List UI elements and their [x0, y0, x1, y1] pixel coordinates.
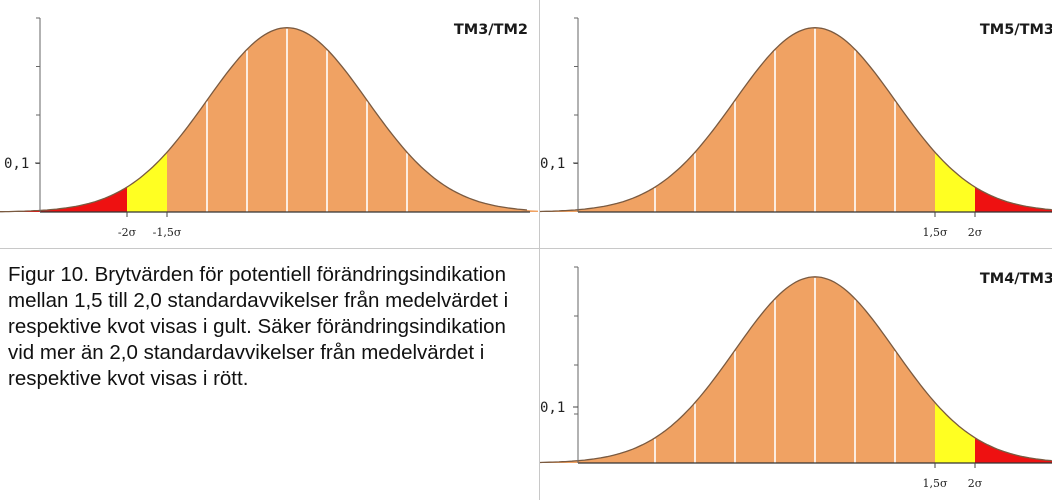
chart-title: TM5/TM3	[980, 22, 1052, 38]
chart-title: TM3/TM2	[454, 22, 528, 38]
warning-band-area	[127, 152, 167, 212]
panel-divider-vertical-top	[539, 0, 540, 248]
distribution-curve	[0, 27, 528, 213]
distribution-curve	[495, 276, 1052, 464]
alert-band-area	[975, 187, 1052, 212]
x-tick-label: 1,5σ	[922, 226, 947, 239]
y-tick-label: 0,1	[540, 400, 565, 416]
x-tick-label: 1,5σ	[922, 477, 947, 490]
chart-panel-tm5-tm3: 0,1 1,5σ 2σ TM5/TM3	[495, 0, 1052, 248]
chart-panel-tm3-tm2: 0,1 -2σ -1,5σ TM3/TM2	[0, 0, 607, 248]
x-tick-label: 2σ	[968, 226, 983, 239]
distribution-body-area	[495, 27, 935, 213]
panel-divider-horizontal	[0, 248, 1052, 249]
x-tick-label: 2σ	[968, 477, 983, 490]
y-tick-label: 0,1	[540, 156, 565, 172]
y-tick-label: 0,1	[4, 156, 29, 172]
warning-band-area	[935, 402, 975, 463]
distribution-body-area	[167, 27, 607, 213]
chart-panel-tm4-tm3: 0,1 1,5σ 2σ TM4/TM3	[495, 249, 1052, 500]
chart-title: TM4/TM3	[980, 271, 1052, 287]
figure-caption: Figur 10. Brytvärden för potentiell förä…	[8, 263, 509, 390]
chart-svg-tm3-tm2: 0,1 -2σ -1,5σ TM3/TM2	[0, 17, 607, 239]
distribution-body-area	[495, 276, 935, 463]
distribution-curve	[495, 27, 1052, 213]
x-tick-label: -1,5σ	[153, 226, 182, 239]
chart-svg-tm4-tm3: 0,1 1,5σ 2σ TM4/TM3	[495, 266, 1052, 490]
alert-band-area	[975, 437, 1052, 463]
chart-svg-tm5-tm3: 0,1 1,5σ 2σ TM5/TM3	[495, 17, 1052, 239]
warning-band-area	[935, 152, 975, 212]
x-tick-label: -2σ	[118, 226, 137, 239]
alert-band-area	[0, 187, 127, 212]
panel-divider-vertical-bottom	[539, 248, 540, 500]
